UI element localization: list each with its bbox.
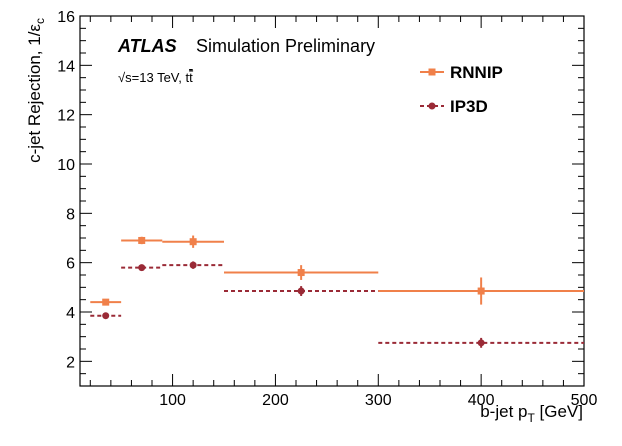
experiment-label: ATLAS [117, 36, 177, 56]
y-tick-label: 6 [66, 256, 75, 273]
legend-item: IP3D [420, 97, 488, 116]
tick-labels: 100 200 300 400 500 2 4 6 8 10 12 14 16 [57, 9, 597, 409]
y-tick-label: 14 [57, 58, 75, 75]
plot-frame [79, 15, 585, 387]
x-tick-label: 500 [571, 392, 598, 409]
legend-label: RNNIP [450, 63, 503, 82]
x-tick-label: 400 [468, 392, 495, 409]
legend-marker [428, 68, 436, 76]
series-ip3d [90, 261, 584, 348]
energy-label: √s=13 TeV, tt [118, 70, 193, 85]
x-axis-label-unit: [GeV] [535, 402, 583, 421]
y-axis-label-main: c-jet Rejection, 1/ε [25, 24, 44, 163]
x-axis-label-main: b-jet p [480, 402, 527, 421]
x-tick-label: 300 [365, 392, 392, 409]
y-tick-label: 2 [66, 354, 75, 371]
data-point [138, 264, 146, 272]
y-axis-label-sub: c [33, 18, 47, 24]
x-axis-label-sub: T [527, 411, 535, 425]
legend: RNNIP IP3D [420, 63, 503, 116]
axis-ticks [80, 15, 585, 387]
data-point [477, 339, 485, 347]
data-marks [90, 235, 584, 348]
data-point [102, 298, 110, 306]
y-tick-label: 8 [66, 206, 75, 223]
y-tick-label: 4 [66, 305, 75, 322]
legend-item: RNNIP [420, 63, 503, 82]
series-rnnip [90, 235, 584, 306]
energy-label-prefix: √s=13 TeV, t [118, 70, 189, 85]
data-point [297, 287, 305, 295]
legend-label: IP3D [450, 97, 488, 116]
y-axis-label: c-jet Rejection, 1/εc [25, 18, 47, 163]
chart-title: Simulation Preliminary [196, 36, 375, 56]
energy-label-tbar: t [189, 70, 193, 85]
data-point [189, 261, 197, 269]
y-tick-label: 16 [57, 9, 75, 26]
y-tick-label: 12 [57, 108, 75, 125]
y-tick-label: 10 [57, 157, 75, 174]
x-tick-label: 200 [262, 392, 289, 409]
x-axis-label: b-jet pT [GeV] [480, 402, 583, 425]
x-tick-label: 100 [159, 392, 186, 409]
data-point [477, 287, 485, 295]
data-point [138, 236, 146, 244]
data-point [297, 269, 305, 277]
data-point [189, 238, 197, 246]
data-point [102, 312, 110, 320]
legend-marker [428, 102, 436, 110]
